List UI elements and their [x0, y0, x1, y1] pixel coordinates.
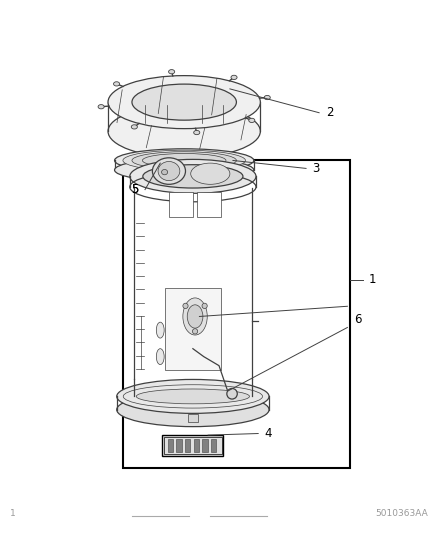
Bar: [211, 439, 216, 452]
Ellipse shape: [115, 158, 254, 182]
Bar: [164, 437, 222, 454]
Ellipse shape: [132, 84, 237, 120]
Ellipse shape: [183, 298, 207, 335]
Ellipse shape: [169, 70, 175, 74]
Ellipse shape: [132, 152, 237, 169]
Ellipse shape: [136, 389, 250, 404]
Ellipse shape: [156, 322, 164, 338]
Text: 3: 3: [313, 162, 320, 175]
Bar: [194, 439, 199, 452]
Ellipse shape: [231, 75, 237, 79]
Bar: [169, 192, 193, 217]
Text: 2: 2: [325, 106, 333, 119]
Bar: [177, 439, 182, 452]
Bar: [123, 160, 350, 468]
Bar: [202, 439, 208, 452]
Ellipse shape: [264, 95, 270, 100]
Ellipse shape: [192, 329, 198, 334]
Ellipse shape: [113, 82, 120, 86]
Bar: [162, 435, 223, 456]
Bar: [185, 439, 190, 452]
Ellipse shape: [183, 303, 188, 309]
Ellipse shape: [162, 169, 168, 175]
Bar: [187, 414, 198, 422]
Bar: [197, 192, 221, 217]
Ellipse shape: [117, 393, 269, 426]
Ellipse shape: [158, 161, 180, 181]
Ellipse shape: [152, 158, 185, 184]
Text: 6: 6: [354, 313, 361, 326]
Text: 5010363AA: 5010363AA: [375, 510, 428, 519]
Text: 1: 1: [369, 273, 377, 286]
Ellipse shape: [115, 149, 254, 172]
Ellipse shape: [227, 389, 237, 399]
Text: 5: 5: [131, 183, 138, 196]
Ellipse shape: [131, 125, 138, 129]
Ellipse shape: [191, 163, 230, 184]
Ellipse shape: [143, 165, 243, 188]
Text: 5: 5: [131, 183, 138, 196]
Ellipse shape: [108, 76, 260, 128]
Ellipse shape: [202, 303, 207, 309]
Ellipse shape: [194, 131, 200, 135]
Ellipse shape: [249, 118, 255, 123]
Ellipse shape: [98, 104, 104, 109]
Ellipse shape: [156, 349, 164, 365]
Bar: [165, 288, 221, 370]
Text: 1: 1: [10, 510, 16, 519]
Ellipse shape: [187, 305, 203, 328]
Text: 4: 4: [265, 427, 272, 440]
Bar: [168, 439, 173, 452]
Ellipse shape: [117, 379, 269, 414]
Ellipse shape: [130, 159, 256, 193]
Ellipse shape: [108, 105, 260, 158]
Ellipse shape: [123, 150, 245, 171]
